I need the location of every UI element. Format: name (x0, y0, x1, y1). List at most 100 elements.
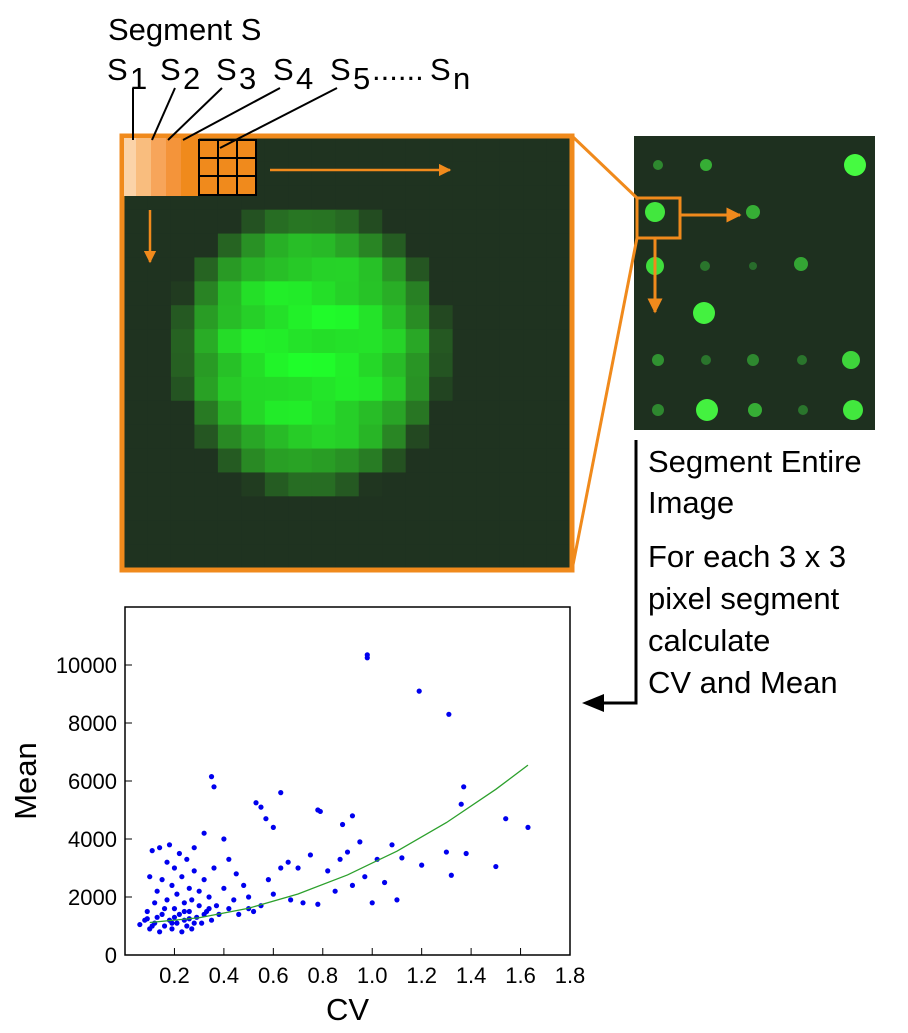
pixel (194, 448, 219, 473)
point (246, 894, 252, 900)
point (149, 848, 155, 854)
note-line: Image (648, 485, 734, 520)
pixel-grid (198, 139, 257, 196)
pixel (288, 448, 313, 473)
pixel (124, 305, 148, 330)
pixel (429, 305, 454, 330)
pixel (405, 257, 430, 282)
pixel (147, 376, 172, 402)
pixel (382, 544, 407, 569)
pixel (476, 209, 501, 235)
pixel (476, 233, 501, 258)
pixel (382, 400, 407, 426)
pixel (429, 138, 454, 163)
point (179, 929, 185, 935)
spot (693, 302, 715, 324)
pixel (476, 448, 501, 473)
point (157, 845, 163, 851)
pixel (194, 257, 219, 282)
pixel (452, 448, 477, 473)
pixel (124, 257, 148, 282)
point (364, 655, 370, 661)
pixel (170, 281, 195, 306)
pixel (194, 209, 219, 235)
pixel (288, 329, 313, 354)
pixel (241, 281, 266, 306)
pixel (288, 424, 313, 450)
pixel (523, 185, 548, 211)
pixel (452, 424, 477, 450)
flow-arrow (598, 440, 638, 705)
pixel (358, 281, 383, 306)
point (206, 894, 212, 900)
pixel (241, 520, 266, 545)
segment-cell (151, 138, 166, 196)
point (171, 906, 178, 912)
pixel (476, 496, 501, 521)
ellipsis: ...... (372, 52, 424, 87)
pixel (217, 496, 242, 521)
pixel (476, 353, 501, 378)
pixel (194, 305, 219, 330)
pixel (311, 281, 336, 306)
pixel (241, 353, 266, 378)
pixel (264, 257, 289, 282)
y-tick-label: 6000 (68, 769, 117, 794)
pixel (452, 472, 477, 497)
pixel (499, 329, 524, 354)
point (176, 911, 182, 918)
point (221, 836, 227, 842)
pixel (264, 353, 289, 378)
pixel (124, 520, 148, 545)
pixel (335, 329, 360, 354)
pixel (382, 233, 407, 258)
pixel (405, 353, 430, 378)
pixel (476, 185, 501, 211)
pixel (241, 376, 266, 402)
point (448, 872, 454, 878)
x-axis-label: CV (326, 992, 369, 1027)
point (159, 911, 165, 918)
pixel (264, 161, 289, 187)
pixel (452, 376, 477, 402)
pixel (546, 448, 571, 473)
spot (748, 403, 762, 417)
point (461, 784, 467, 790)
pixel (170, 424, 195, 450)
pixel (499, 257, 524, 282)
full-image (634, 136, 875, 430)
pixel (124, 400, 148, 426)
zoom-line (570, 237, 639, 571)
point (226, 906, 232, 912)
pixel (217, 520, 242, 545)
pixel (546, 400, 571, 426)
point (389, 842, 395, 848)
point (179, 874, 185, 880)
pixel (288, 305, 313, 330)
pixel (405, 138, 430, 163)
point (137, 921, 143, 928)
pixel (217, 305, 242, 330)
point (206, 906, 212, 912)
pixel (311, 496, 336, 521)
pixel (429, 353, 454, 378)
pixel (546, 424, 571, 450)
pixel (499, 376, 524, 402)
pixel (170, 448, 195, 473)
pixel (147, 400, 172, 426)
point (250, 908, 257, 915)
fit-line (149, 764, 529, 924)
pixel (476, 520, 501, 545)
scatter-plot: 0 2000 4000 6000 8000 10000 0.2 0.4 0.6 0.8 1.0 1.2… (8, 606, 585, 1027)
pixel (546, 520, 571, 545)
pixel (170, 496, 195, 521)
pixel (170, 520, 195, 545)
pixel (311, 353, 336, 378)
pixel (194, 496, 219, 521)
y-tick-label: 4000 (68, 827, 117, 852)
pixel (311, 520, 336, 545)
point (174, 891, 180, 897)
x-tick-label: 1.2 (406, 963, 437, 988)
x-tick-label: 0.4 (209, 963, 240, 988)
pixel (264, 281, 289, 306)
